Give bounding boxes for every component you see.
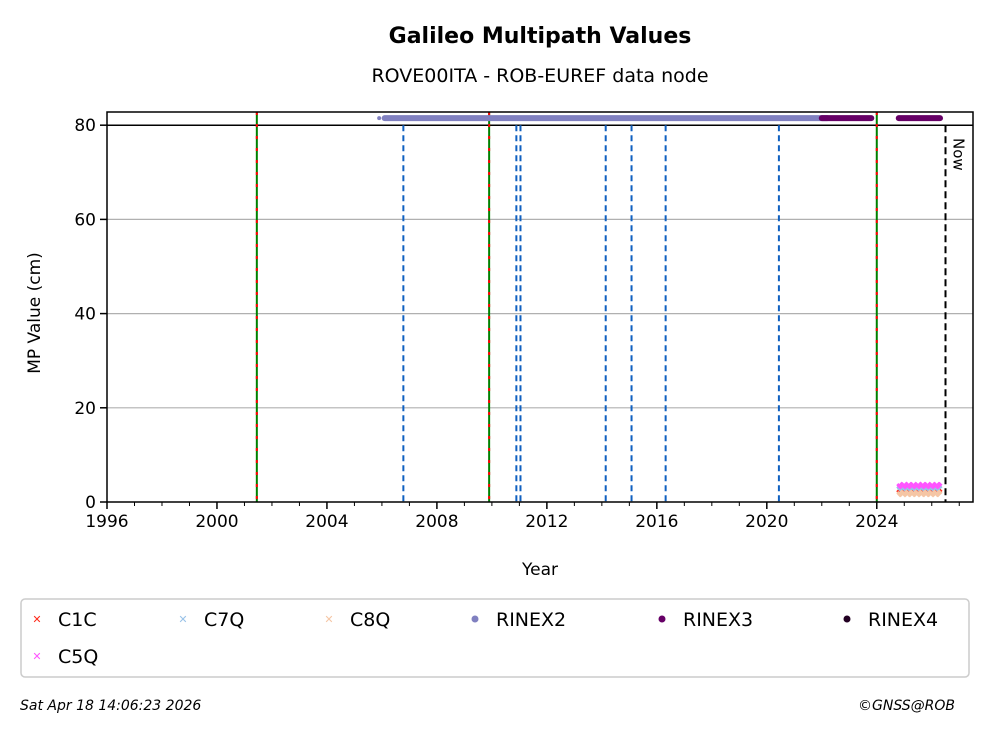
legend-marker-c7q: ✕: [178, 613, 187, 626]
data-point-c5q: [937, 481, 943, 487]
legend-box: [20, 598, 970, 678]
data-point-c8q: [925, 492, 932, 498]
legend-marker-rinex4: [843, 615, 851, 623]
legend-marker-rinex3: [658, 615, 666, 623]
y-tick-label: 20: [74, 399, 96, 419]
data-point-c8q: [911, 492, 918, 498]
now-label: Now: [950, 138, 968, 171]
data-point-c5q: [897, 484, 903, 490]
plot-frame: [106, 111, 974, 503]
x-axis-label: Year: [521, 560, 558, 580]
legend-label-c8q: C8Q: [350, 609, 390, 631]
data-point-c5q: [921, 483, 927, 489]
data-point-c8q: [902, 491, 908, 497]
x-tick-label: 2000: [195, 512, 238, 532]
legend-label-c7q: C7Q: [204, 609, 244, 631]
data-point-rinex2: [377, 116, 382, 121]
x-tick-label: 2024: [855, 512, 898, 532]
x-tick-label: 2016: [635, 512, 678, 532]
x-tick-label: 2008: [415, 512, 458, 532]
legend-label-c5q: C5Q: [58, 646, 98, 668]
x-tick-label: 1996: [85, 512, 128, 532]
data-point-c8q: [930, 491, 936, 497]
legend-marker-rinex2: [471, 615, 479, 623]
legend-marker-c8q: ✕: [324, 613, 333, 626]
y-tick-label: 60: [74, 210, 96, 230]
data-point-c8q: [937, 489, 943, 495]
legend-label-rinex3: RINEX3: [683, 609, 753, 631]
legend-label-rinex2: RINEX2: [496, 609, 566, 631]
legend-marker-c1c: ✕: [32, 613, 41, 626]
data-point-c8q: [897, 492, 903, 498]
y-axis-label: MP Value (cm): [25, 252, 45, 374]
x-tick-label: 2004: [305, 512, 348, 532]
footer-credit: ©GNSS@ROB: [858, 698, 955, 714]
chart-title: Galileo Multipath Values: [389, 24, 692, 49]
data-point-c5q: [916, 483, 922, 489]
legend-label-c1c: C1C: [58, 609, 97, 631]
data-point-c5q: [907, 483, 913, 489]
data-point-c5q: [911, 484, 918, 490]
x-tick-label: 2012: [525, 512, 568, 532]
y-tick-label: 0: [85, 493, 96, 513]
data-point-c8q: [921, 491, 927, 497]
legend-label-rinex4: RINEX4: [868, 609, 938, 631]
x-tick-label: 2020: [745, 512, 788, 532]
y-tick-label: 80: [74, 116, 96, 136]
legend-marker-c5q: ✕: [32, 650, 41, 663]
data-point-c5q: [930, 483, 936, 489]
footer-timestamp: Sat Apr 18 14:06:23 2026: [20, 698, 201, 714]
y-tick-label: 40: [74, 305, 96, 325]
data-point-c5q: [935, 483, 941, 489]
chart-subtitle: ROVE00ITA - ROB-EUREF data node: [371, 65, 708, 87]
data-point-c8q: [935, 491, 941, 497]
data-point-c8q: [907, 491, 913, 497]
data-point-c5q: [925, 484, 932, 490]
data-point-c8q: [916, 491, 922, 497]
data-point-c5q: [902, 483, 908, 489]
